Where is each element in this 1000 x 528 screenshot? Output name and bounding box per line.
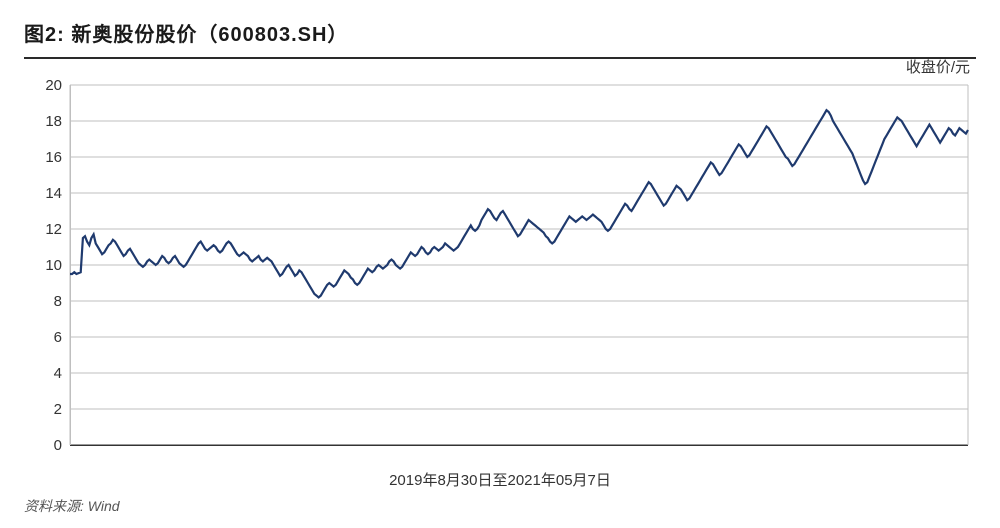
chart-title-bar: 图2: 新奥股份股价（600803.SH） <box>24 18 976 59</box>
x-axis-label: 2019年8月30日至2021年05月7日 <box>24 469 976 490</box>
y-tick-label: 8 <box>54 293 62 310</box>
chart-area: 0 2 4 6 8 10 12 14 16 18 20 <box>30 65 970 465</box>
y-tick-label: 2 <box>54 401 62 418</box>
chart-svg: 0 2 4 6 8 10 12 14 16 18 20 <box>30 65 970 465</box>
y-tick-label: 18 <box>45 113 62 130</box>
price-line <box>70 110 968 297</box>
chart-title: 图2: 新奥股份股价（600803.SH） <box>24 18 976 47</box>
y-tick-label: 0 <box>54 437 62 454</box>
y-tick-label: 10 <box>45 257 62 274</box>
source-text: 资料来源: Wind <box>24 496 976 516</box>
y-tick-label: 16 <box>45 149 62 166</box>
y-tick-label: 4 <box>54 365 62 382</box>
y-tick-label: 6 <box>54 329 62 346</box>
y-tick-label: 12 <box>45 221 62 238</box>
y-tick-label: 14 <box>45 185 62 202</box>
y-tick-label: 20 <box>45 77 62 94</box>
